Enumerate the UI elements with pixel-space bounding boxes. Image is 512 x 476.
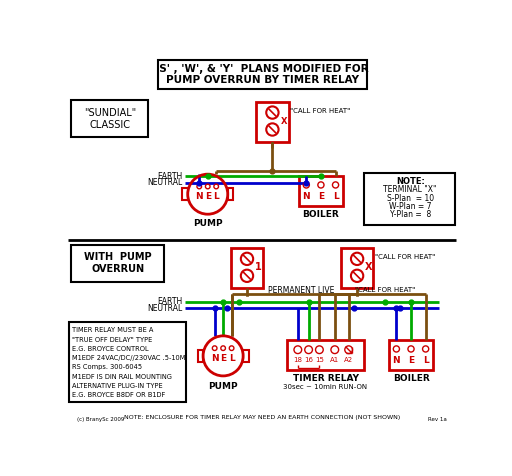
- Text: ALTERNATIVE PLUG-IN TYPE: ALTERNATIVE PLUG-IN TYPE: [72, 383, 163, 389]
- Text: TIMER RELAY MUST BE A: TIMER RELAY MUST BE A: [72, 327, 154, 334]
- Bar: [72, 245, 164, 282]
- Text: TERMINAL "X": TERMINAL "X": [383, 185, 437, 194]
- Text: L: L: [333, 192, 338, 201]
- Text: Y-Plan =  8: Y-Plan = 8: [390, 210, 431, 219]
- Text: (c) BranySc 2009: (c) BranySc 2009: [77, 416, 124, 422]
- Text: NOTE: ENCLOSURE FOR TIMER RELAY MAY NEED AN EARTH CONNECTION (NOT SHOWN): NOTE: ENCLOSURE FOR TIMER RELAY MAY NEED…: [124, 415, 400, 420]
- Text: "TRUE OFF DELAY" TYPE: "TRUE OFF DELAY" TYPE: [72, 337, 153, 343]
- Text: 'S' , 'W', & 'Y'  PLANS MODIFIED FOR: 'S' , 'W', & 'Y' PLANS MODIFIED FOR: [156, 64, 369, 74]
- Text: 15: 15: [315, 357, 324, 363]
- Text: N: N: [303, 192, 310, 201]
- Bar: [341, 248, 373, 288]
- Bar: [69, 322, 186, 402]
- Bar: [231, 248, 263, 288]
- Text: E: E: [205, 192, 211, 201]
- Text: A2: A2: [344, 357, 353, 363]
- Text: N: N: [211, 354, 219, 363]
- Text: L: L: [214, 192, 219, 201]
- Bar: [287, 340, 364, 370]
- Text: E: E: [220, 354, 226, 363]
- Text: M1EDF 24VAC/DC//230VAC .5-10MI: M1EDF 24VAC/DC//230VAC .5-10MI: [72, 355, 187, 361]
- Bar: [364, 173, 455, 225]
- Text: 18: 18: [293, 357, 302, 363]
- Text: OVERRUN: OVERRUN: [91, 264, 144, 274]
- Text: A1: A1: [330, 357, 339, 363]
- Bar: [182, 188, 188, 200]
- Text: BOILER: BOILER: [303, 210, 339, 219]
- Bar: [298, 177, 343, 206]
- Text: L: L: [423, 356, 429, 365]
- Text: E: E: [408, 356, 414, 365]
- Bar: [389, 340, 433, 370]
- Text: E.G. BROYCE B8DF OR B1DF: E.G. BROYCE B8DF OR B1DF: [72, 392, 165, 398]
- Text: "CALL FOR HEAT": "CALL FOR HEAT": [355, 288, 415, 293]
- Bar: [158, 60, 367, 89]
- Text: PUMP: PUMP: [193, 219, 223, 228]
- Text: "CALL FOR HEAT": "CALL FOR HEAT": [375, 254, 435, 260]
- Text: E.G. BROYCE CONTROL: E.G. BROYCE CONTROL: [72, 346, 149, 352]
- Text: X: X: [365, 262, 372, 272]
- Text: X: X: [281, 117, 287, 126]
- Text: CLASSIC: CLASSIC: [90, 120, 131, 130]
- Bar: [243, 350, 248, 362]
- Text: N: N: [393, 356, 400, 365]
- Text: "SUNDIAL": "SUNDIAL": [84, 108, 136, 118]
- Text: 30sec ~ 10min RUN-ON: 30sec ~ 10min RUN-ON: [284, 384, 368, 390]
- Text: EARTH: EARTH: [157, 298, 182, 307]
- Text: TIMER RELAY: TIMER RELAY: [292, 374, 358, 383]
- Text: N: N: [196, 192, 203, 201]
- Text: PUMP OVERRUN BY TIMER RELAY: PUMP OVERRUN BY TIMER RELAY: [166, 75, 359, 85]
- Text: PERMANENT LIVE: PERMANENT LIVE: [268, 286, 335, 295]
- Text: WITH  PUMP: WITH PUMP: [84, 252, 152, 262]
- Text: L: L: [229, 354, 234, 363]
- Text: NOTE:: NOTE:: [396, 177, 424, 186]
- Bar: [72, 100, 148, 137]
- Text: S-Plan  = 10: S-Plan = 10: [387, 194, 434, 202]
- Text: M1EDF IS DIN RAIL MOUNTING: M1EDF IS DIN RAIL MOUNTING: [72, 374, 172, 380]
- Bar: [228, 188, 233, 200]
- Text: PUMP: PUMP: [208, 382, 238, 391]
- Bar: [256, 102, 289, 142]
- Text: 1: 1: [255, 262, 262, 272]
- Text: NEUTRAL: NEUTRAL: [147, 178, 182, 187]
- Text: Rev 1a: Rev 1a: [428, 416, 446, 422]
- Text: E: E: [318, 192, 324, 201]
- Text: RS Comps. 300-6045: RS Comps. 300-6045: [72, 365, 142, 370]
- Text: NEUTRAL: NEUTRAL: [147, 304, 182, 313]
- Text: 16: 16: [304, 357, 313, 363]
- Bar: [198, 350, 203, 362]
- Text: "CALL FOR HEAT": "CALL FOR HEAT": [290, 108, 350, 114]
- Text: BOILER: BOILER: [393, 375, 430, 384]
- Text: EARTH: EARTH: [157, 172, 182, 181]
- Text: W-Plan = 7: W-Plan = 7: [389, 202, 432, 211]
